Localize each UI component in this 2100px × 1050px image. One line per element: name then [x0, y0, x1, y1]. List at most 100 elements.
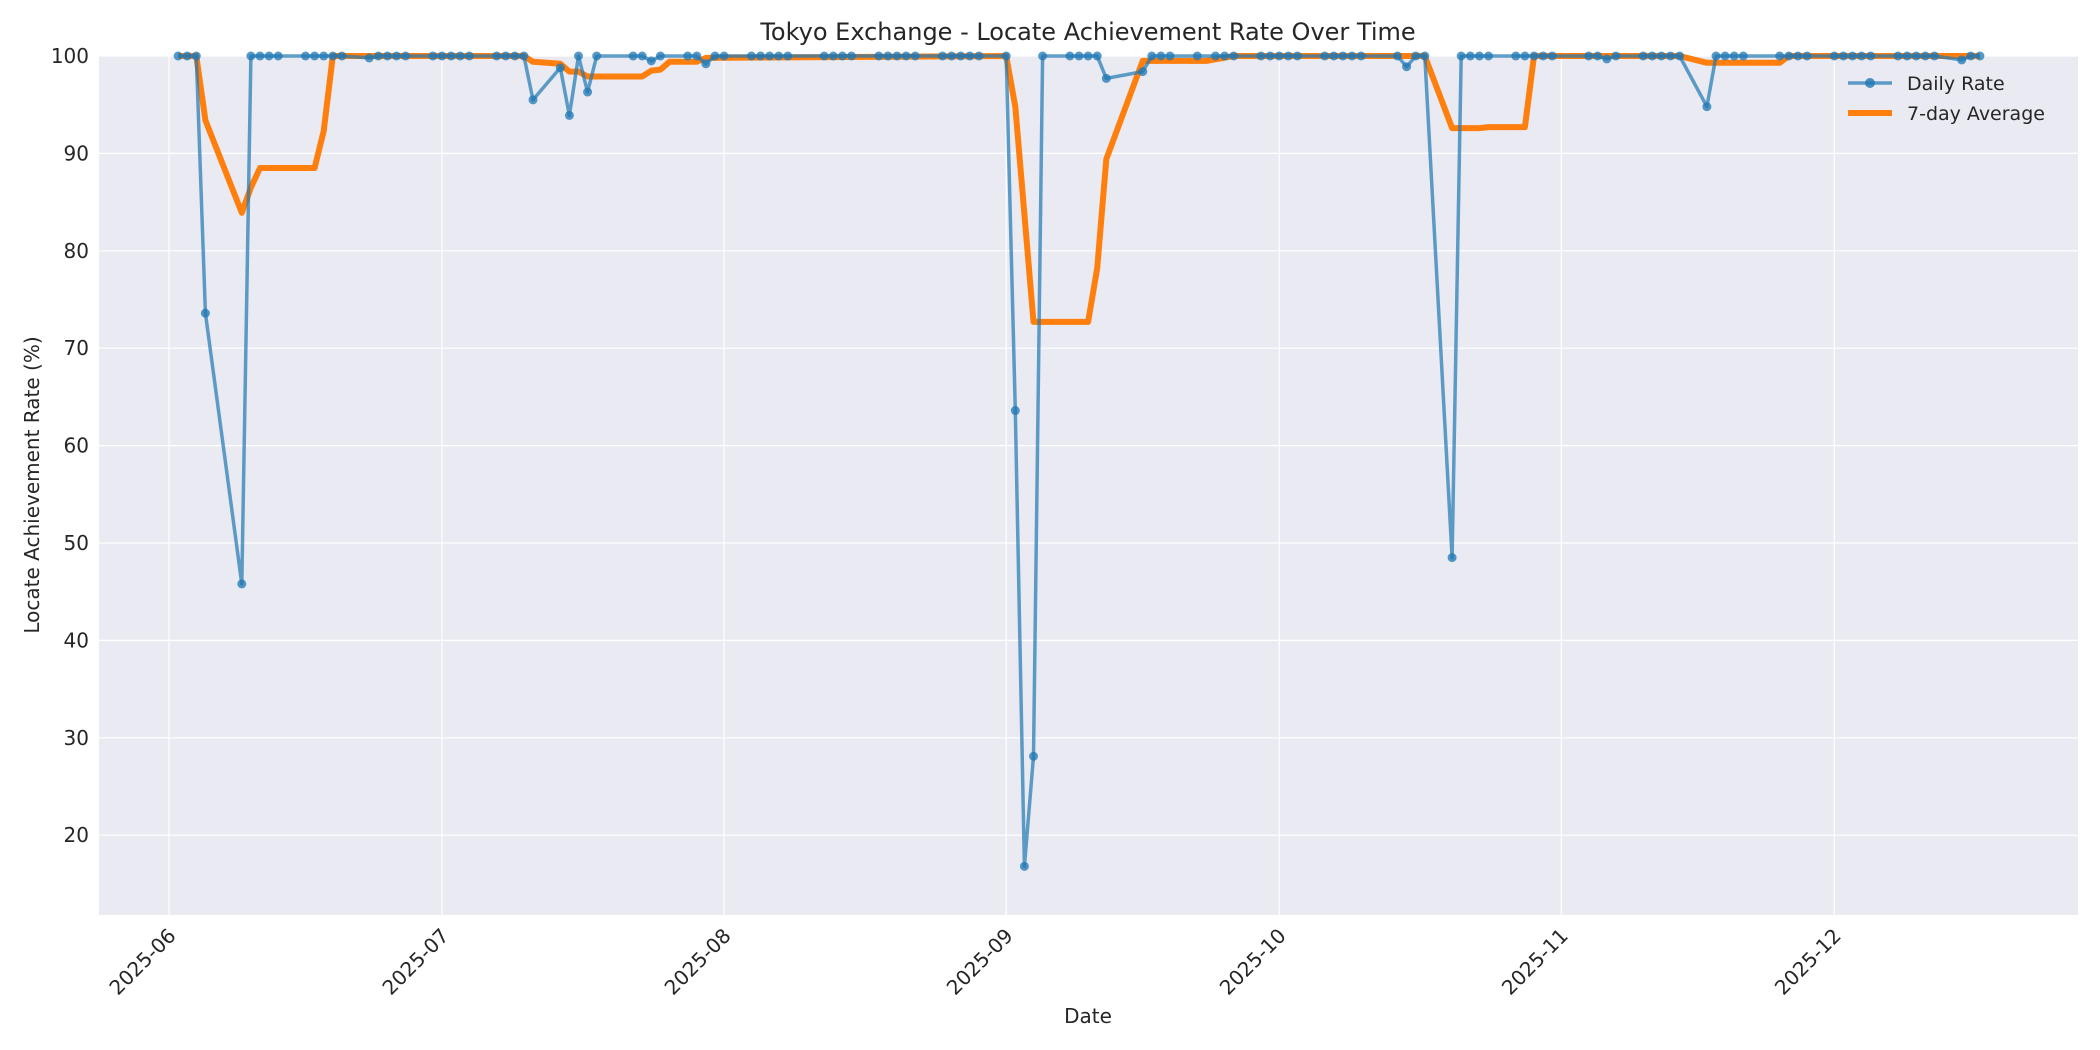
data-point: [382, 51, 392, 61]
data-point: [173, 51, 183, 61]
data-point: [1465, 51, 1475, 61]
x-axis-ticks: 2025-06 2025-07 2025-08 2025-09 2025-10 2025-…: [104, 924, 1845, 1000]
data-point: [1147, 51, 1157, 61]
data-point: [701, 59, 711, 69]
y-tick-label: 80: [64, 239, 89, 263]
x-tick-label: 2025-12: [1770, 924, 1846, 1000]
data-point: [519, 51, 529, 61]
legend-item-7day-average: 7-day Average: [1848, 103, 2045, 125]
data-point: [1010, 406, 1020, 416]
data-point: [1001, 51, 1011, 61]
data-point: [1602, 54, 1612, 64]
data-point: [874, 51, 884, 61]
data-point: [1402, 62, 1412, 72]
legend-item-daily-rate: Daily Rate: [1848, 73, 2005, 95]
data-point: [200, 308, 210, 318]
data-point: [1911, 51, 1921, 61]
data-point: [1793, 51, 1803, 61]
data-point: [273, 51, 283, 61]
daily-rate-markers: [173, 51, 1985, 871]
data-point: [883, 51, 893, 61]
x-tick-label: 2025-07: [377, 924, 453, 1000]
data-point: [1256, 51, 1266, 61]
data-point: [237, 579, 247, 589]
data-point: [683, 51, 693, 61]
data-point: [592, 51, 602, 61]
data-point: [1265, 51, 1275, 61]
data-point: [1283, 51, 1293, 61]
data-point: [1511, 51, 1521, 61]
data-point: [446, 51, 456, 61]
data-point: [373, 51, 383, 61]
data-point: [392, 51, 401, 61]
data-point: [191, 51, 201, 61]
data-point: [337, 51, 347, 61]
y-tick-label: 20: [64, 823, 89, 847]
data-point: [492, 51, 502, 61]
x-tick-label: 2025-11: [1497, 924, 1573, 1000]
data-point: [628, 51, 638, 61]
data-point: [1211, 51, 1220, 61]
data-point: [1675, 51, 1685, 61]
data-point: [783, 51, 793, 61]
marker-icon: [1865, 78, 1875, 88]
data-point: [364, 53, 374, 63]
x-tick-label: 2025-06: [104, 924, 180, 1000]
gridlines: [99, 55, 2078, 915]
data-point: [1538, 51, 1548, 61]
data-point: [1666, 51, 1675, 61]
data-point: [837, 51, 847, 61]
data-point: [1920, 51, 1930, 61]
y-axis-ticks: 20 30 40 50 60 70 80 90 100: [51, 44, 89, 847]
data-point: [319, 51, 329, 61]
data-point: [1192, 51, 1202, 61]
data-point: [637, 51, 647, 61]
legend-label-avg: 7-day Average: [1907, 103, 2045, 125]
data-point: [1393, 51, 1402, 61]
data-point: [1893, 51, 1903, 61]
data-point: [1292, 51, 1302, 61]
data-point: [828, 51, 838, 61]
data-point: [1593, 51, 1603, 61]
legend-label-daily: Daily Rate: [1907, 73, 2005, 95]
data-point: [965, 51, 975, 61]
data-point: [255, 51, 265, 61]
data-point: [1447, 553, 1457, 563]
data-point: [719, 51, 729, 61]
y-tick-label: 90: [64, 141, 89, 165]
data-point: [1220, 51, 1230, 61]
data-point: [1484, 51, 1493, 61]
data-point: [1738, 51, 1748, 61]
data-point: [956, 51, 966, 61]
x-tick-label: 2025-09: [942, 924, 1018, 1000]
data-point: [1456, 51, 1466, 61]
data-point: [1611, 51, 1621, 61]
data-point: [1584, 51, 1594, 61]
data-point: [774, 51, 784, 61]
data-point: [1857, 51, 1867, 61]
legend: Daily Rate 7-day Average: [1848, 73, 2045, 125]
data-point: [710, 51, 720, 61]
data-point: [1274, 51, 1284, 61]
data-point: [455, 51, 465, 61]
data-point: [1902, 51, 1912, 61]
data-point: [692, 51, 702, 61]
data-point: [1784, 51, 1794, 61]
data-point: [583, 87, 593, 97]
y-tick-label: 60: [64, 434, 89, 458]
data-point: [1101, 73, 1111, 83]
data-point: [646, 56, 656, 66]
data-point: [1829, 51, 1839, 61]
data-point: [574, 51, 583, 61]
data-point: [1156, 51, 1166, 61]
series-7day-average: [178, 53, 1980, 325]
data-point: [1957, 55, 1967, 65]
data-point: [1411, 51, 1421, 61]
data-point: [947, 51, 957, 61]
data-point: [1647, 51, 1657, 61]
x-tick-label: 2025-08: [660, 924, 736, 1000]
data-point: [974, 51, 984, 61]
data-point: [301, 51, 310, 61]
data-point: [746, 51, 756, 61]
